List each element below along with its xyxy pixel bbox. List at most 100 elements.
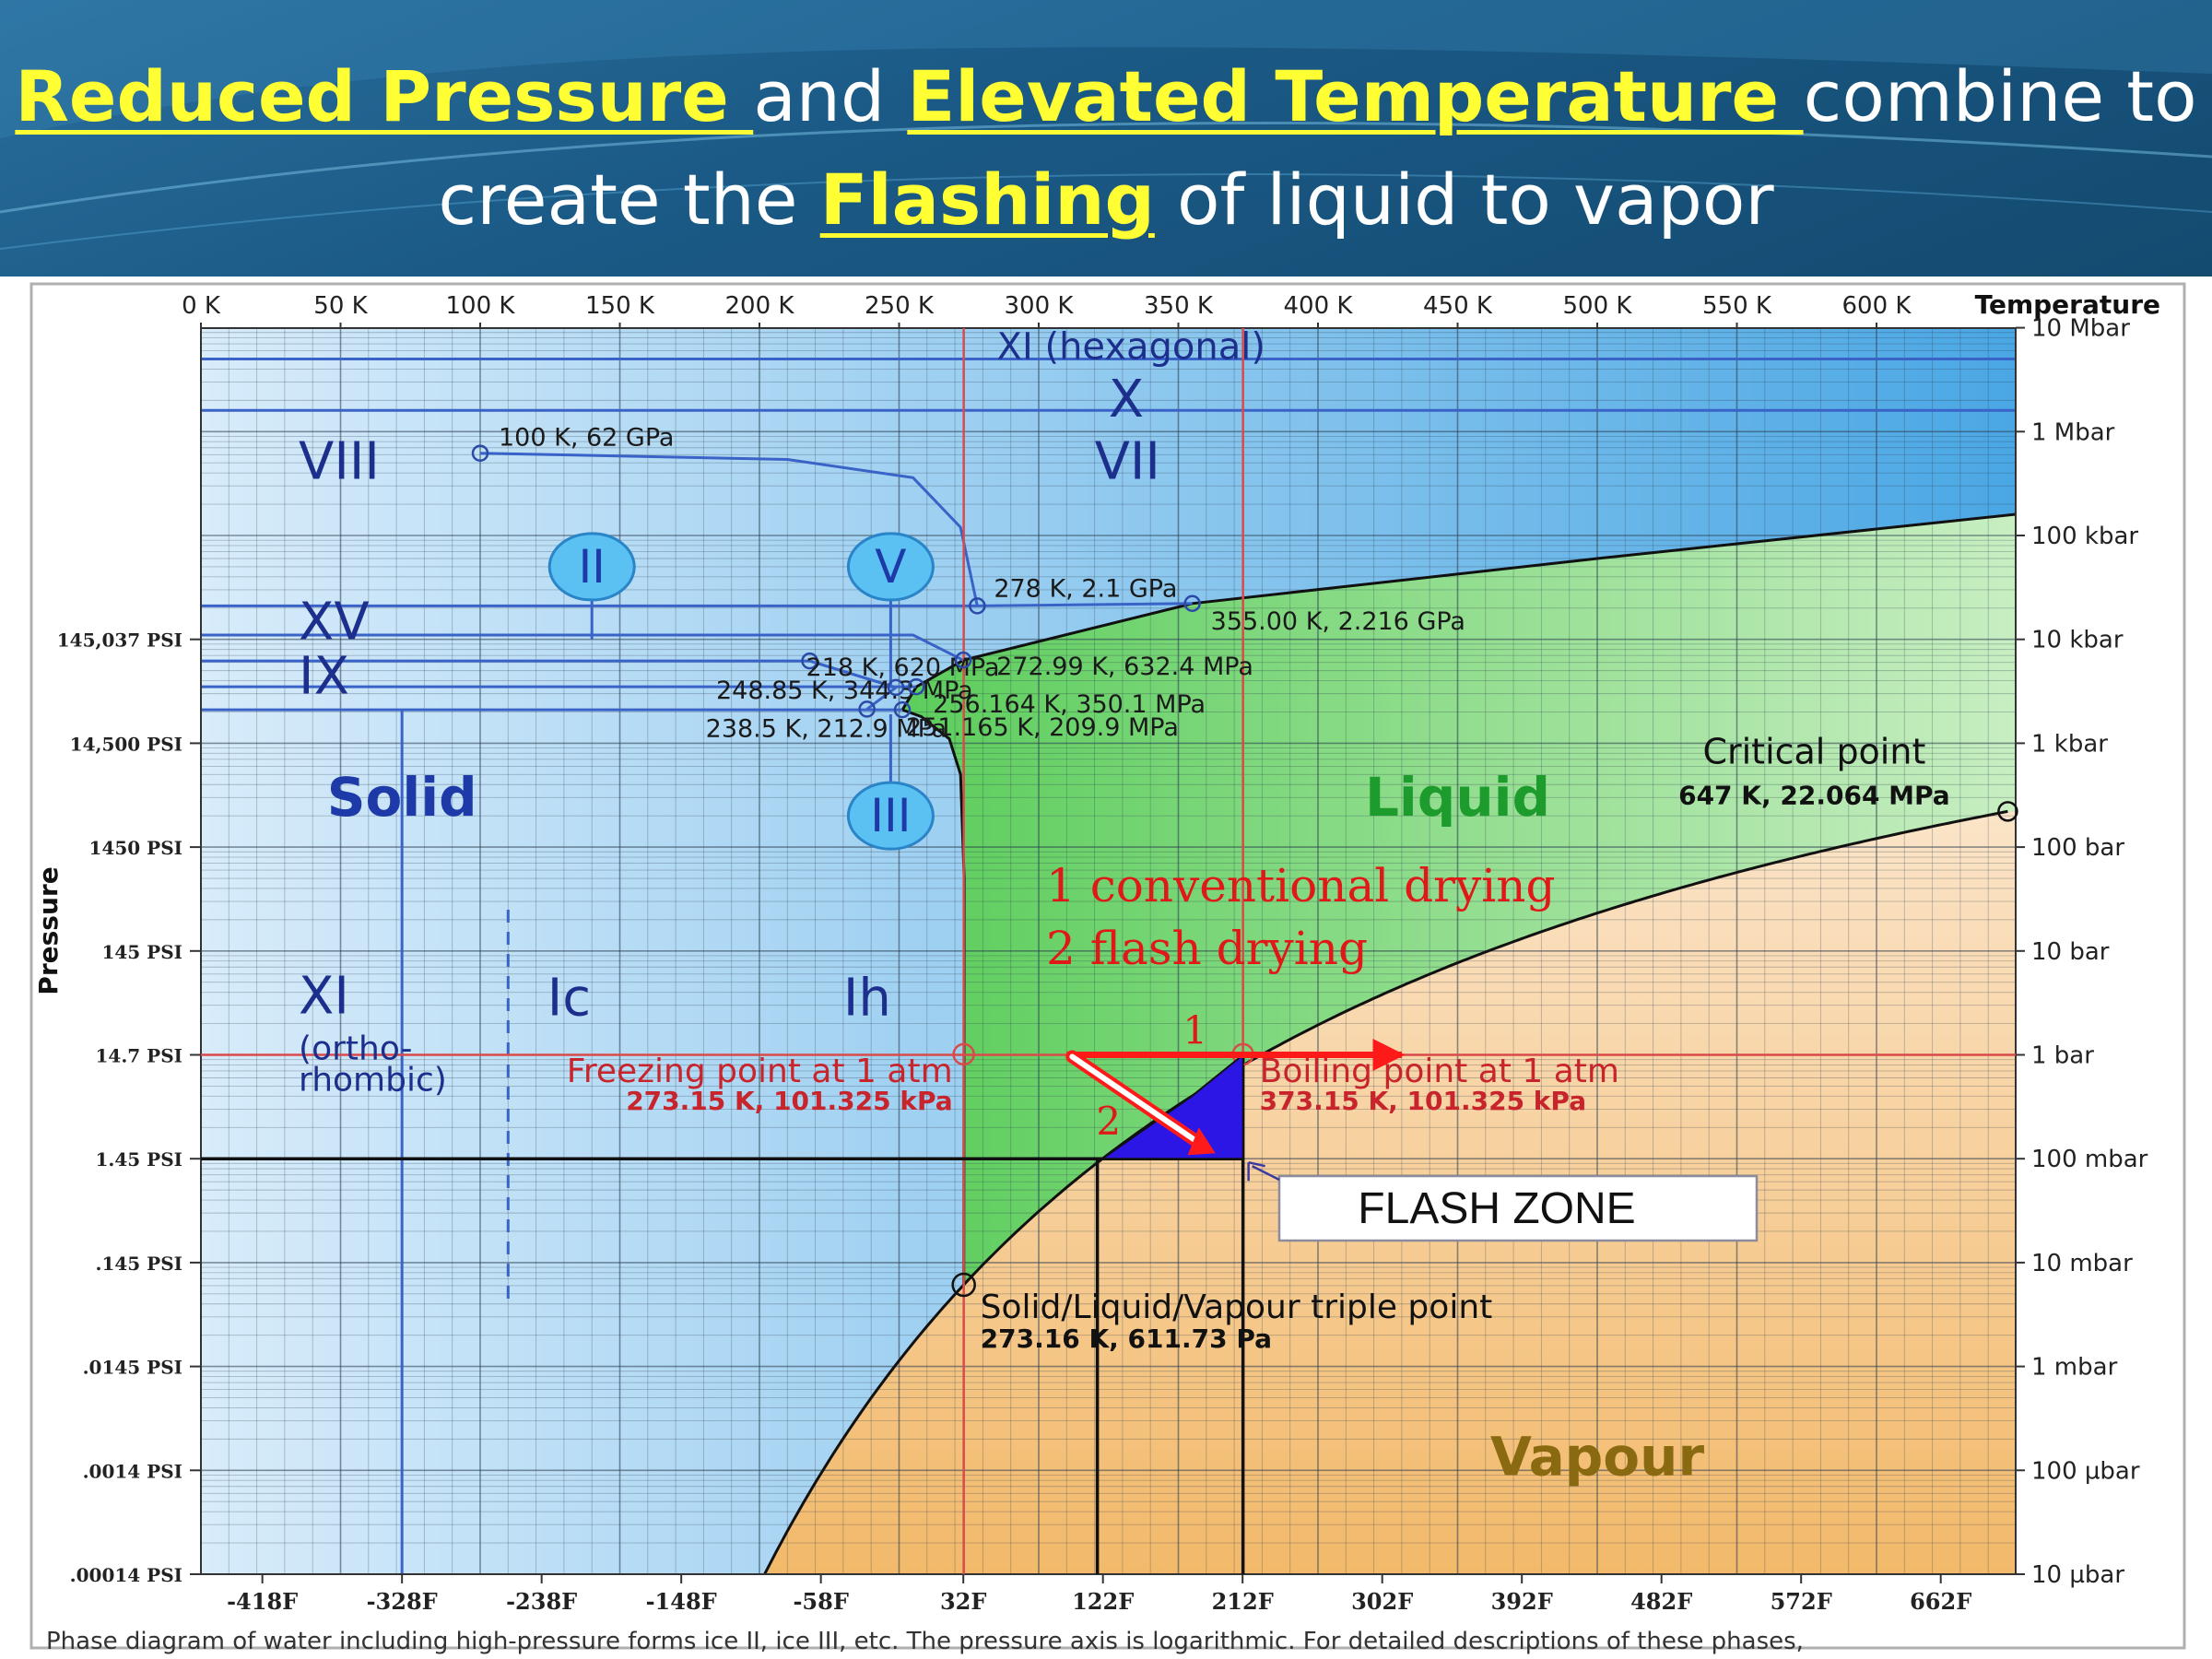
ice-phase-label: VII xyxy=(1095,432,1160,492)
kelvin-tick-label: 350 K xyxy=(1144,292,1214,320)
pressure-tick-label-left: 1450 PSI xyxy=(89,837,182,859)
triple-point-marker xyxy=(471,444,489,462)
solid-phase-boundary xyxy=(201,633,964,662)
pressure-tick-label-left: 14.7 PSI xyxy=(95,1045,182,1067)
title-line-1-part-1: and xyxy=(753,55,908,137)
triple-point-marker xyxy=(954,651,972,669)
fahrenheit-tick-label: -58F xyxy=(793,1588,848,1615)
flash-zone-pointer xyxy=(1252,1165,1280,1182)
pressure-tick-label-left: .0014 PSI xyxy=(83,1460,182,1482)
ice-phase-label: XI xyxy=(299,967,349,1027)
triple-point-label: 251.165 K, 209.9 MPa xyxy=(906,713,1179,742)
flash-zone-box xyxy=(1277,1174,1759,1242)
pressure-tick-label-right: 1 Mbar xyxy=(2031,418,2115,446)
title-line-2-part-0: create the xyxy=(438,159,820,241)
legend-conventional-drying: 1 conventional drying xyxy=(1046,859,1556,912)
fahrenheit-tick-label: -328F xyxy=(367,1588,438,1615)
chart-grid xyxy=(201,328,2016,1574)
pressure-tick-label-right: 1 bar xyxy=(2031,1042,2094,1070)
ice-phase-bubble xyxy=(846,781,935,851)
ice-phase-label: (ortho- xyxy=(299,1030,413,1068)
pressure-tick-label-left: 1.45 PSI xyxy=(95,1148,182,1171)
critical-point-title: Critical point xyxy=(1702,731,1925,771)
pressure-tick-label-left: .0145 PSI xyxy=(83,1357,182,1379)
triple-point-label: 272.99 K, 632.4 MPa xyxy=(996,653,1253,681)
ice-phase-label: VIII xyxy=(299,432,380,492)
pressure-tick-label-right: 10 µbar xyxy=(2031,1561,2124,1589)
sl-vapour-triple-point-title: Solid/Liquid/Vapour triple point xyxy=(981,1288,1493,1326)
freezing-point-label: 273.15 K, 101.325 kPa xyxy=(626,1086,952,1116)
freezing-point-title: Freezing point at 1 atm xyxy=(567,1053,953,1090)
triple-point-label: 238.5 K, 212.9 MPa xyxy=(706,714,947,743)
pressure-tick-label-right: 10 mbar xyxy=(2031,1250,2133,1277)
fahrenheit-tick-label: 392F xyxy=(1491,1588,1553,1615)
pressure-tick-label-right: 10 bar xyxy=(2031,938,2110,966)
sl-vapour-triple-point-marker xyxy=(951,1272,976,1298)
kelvin-tick-label: 250 K xyxy=(865,292,935,320)
triple-point-marker xyxy=(801,652,818,670)
triple-point-label: 355.00 K, 2.216 GPa xyxy=(1211,607,1465,636)
boiling-point-title: Boiling point at 1 atm xyxy=(1260,1053,1619,1090)
kelvin-tick-label: 550 K xyxy=(1702,292,1772,320)
ice-phase-label: Ih xyxy=(843,969,891,1029)
ice-phase-bubble-label: III xyxy=(870,789,911,842)
kelvin-tick-label: 50 K xyxy=(313,292,368,320)
fahrenheit-tick-label: 572F xyxy=(1771,1588,1832,1615)
kelvin-tick-label: 400 K xyxy=(1284,292,1354,320)
slide-header: Reduced Pressure and Elevated Temperatur… xyxy=(0,0,2212,276)
pressure-tick-label-right: 100 µbar xyxy=(2031,1457,2140,1485)
flash-drying-arrowhead xyxy=(1187,1127,1216,1156)
fahrenheit-tick-label: 32F xyxy=(940,1588,986,1615)
chart-axes: 0 K 50 K 100 K 150 K 200 K 250 K 300 K 350 K 400… xyxy=(33,289,2160,1615)
pressure-tick-label-right: 10 Mbar xyxy=(2031,315,2130,343)
kelvin-tick-label: 0 K xyxy=(182,292,221,320)
title-line-2-part-2: of liquid to vapor xyxy=(1154,159,1774,241)
pressure-tick-label-left: 145 PSI xyxy=(101,941,182,963)
kelvin-tick-label: 600 K xyxy=(1842,292,1912,320)
x-axis-title: Temperature xyxy=(1975,289,2160,320)
ice-phase-label: XI (hexagonal) xyxy=(997,326,1265,369)
region-label: Solid xyxy=(327,766,477,829)
triple-point-label: 248.85 K, 344.3 MPa xyxy=(716,677,973,705)
fahrenheit-tick-label: 482F xyxy=(1630,1588,1692,1615)
pressure-tick-label-right: 1 mbar xyxy=(2031,1354,2118,1382)
header-swoosh-decoration xyxy=(0,0,2212,250)
triple-point-marker xyxy=(907,677,925,696)
triple-point-marker xyxy=(893,700,912,719)
fahrenheit-tick-label: 122F xyxy=(1072,1588,1134,1615)
sl-vapour-triple-point-label: 273.16 K, 611.73 Pa xyxy=(981,1324,1272,1354)
critical-point-marker xyxy=(1997,801,2018,822)
ice-phase-bubble-label: V xyxy=(875,540,906,594)
arrow-1-label: 1 xyxy=(1182,1008,1207,1053)
pressure-tick-label-right: 100 kbar xyxy=(2031,523,2138,550)
flash-zone-pointer-head xyxy=(1247,1160,1265,1182)
fahrenheit-tick-label: 212F xyxy=(1212,1588,1274,1615)
ice-phase-label: Ic xyxy=(547,969,591,1029)
figure-caption: Phase diagram of water including high-pr… xyxy=(46,1628,1804,1655)
pressure-tick-label-left: .145 PSI xyxy=(95,1253,182,1275)
title-line-1: Reduced Pressure and Elevated Temperatur… xyxy=(0,55,2212,137)
pressure-tick-label-right: 10 kbar xyxy=(2031,627,2124,654)
triple-point-marker xyxy=(887,678,905,697)
fahrenheit-tick-label: 302F xyxy=(1351,1588,1413,1615)
title-line-2-part-1: Flashing xyxy=(819,159,1155,241)
solid-phase-boundary xyxy=(809,659,900,711)
vaporization-curve xyxy=(763,809,2008,1574)
phase-boundaries xyxy=(201,358,2016,1574)
pressure-tick-label-right: 1 kbar xyxy=(2031,730,2108,758)
drying-overlay: 1 2 1 conventional drying 2 flash drying FLA… xyxy=(1046,859,1759,1242)
phase-diagram: 0 K 50 K 100 K 150 K 200 K 250 K 300 K 350 K 400… xyxy=(29,282,2186,1650)
pressure-tick-label-right: 100 mbar xyxy=(2031,1146,2148,1173)
triple-point-marker xyxy=(969,597,986,615)
ice-phase-label: X xyxy=(1109,370,1144,429)
region-label: Vapour xyxy=(1490,1425,1705,1488)
triple-point-label: 100 K, 62 GPa xyxy=(499,424,674,453)
title-line-1-part-0: Reduced Pressure xyxy=(15,55,754,137)
arrow-2-label: 2 xyxy=(1096,1099,1121,1144)
phase-regions xyxy=(201,328,2016,1574)
kelvin-tick-label: 450 K xyxy=(1423,292,1493,320)
flash-zone-label: FLASH ZONE xyxy=(1358,1184,1635,1233)
ice-phase-label: rhombic) xyxy=(299,1062,447,1100)
fahrenheit-tick-label: -148F xyxy=(646,1588,717,1615)
